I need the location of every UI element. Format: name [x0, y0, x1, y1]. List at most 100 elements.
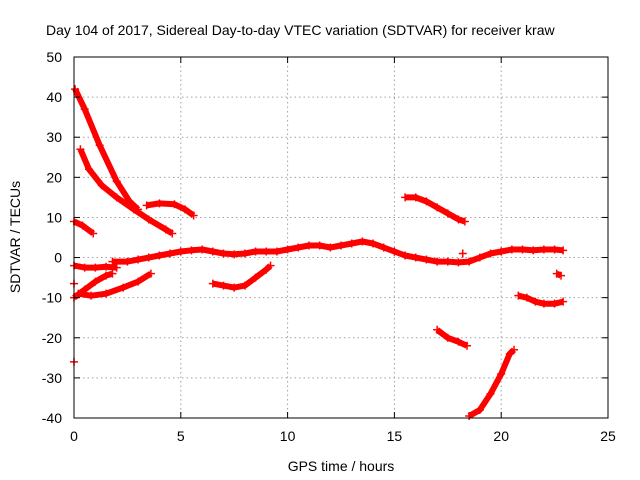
data-point [507, 245, 516, 254]
data-point [97, 181, 106, 190]
y-tick-label: -40 [42, 410, 62, 426]
data-point [87, 291, 96, 300]
data-point [78, 221, 87, 230]
data-point [198, 245, 207, 254]
data-point [155, 251, 164, 260]
series-arc-12 [517, 292, 564, 307]
data-point [80, 263, 89, 272]
data-point [559, 297, 568, 306]
data-point [358, 237, 367, 246]
data-point [208, 247, 217, 256]
data-point [304, 241, 313, 250]
series-arc-8 [212, 263, 273, 291]
data-point [262, 265, 271, 274]
data-point [266, 261, 275, 270]
data-point [91, 277, 100, 286]
y-tick-label: -10 [42, 290, 62, 306]
data-point [74, 289, 83, 298]
y-tick-label: 0 [54, 250, 62, 266]
y-tick-label: 40 [46, 89, 62, 105]
grid [74, 57, 608, 418]
x-tick-label: 0 [70, 428, 78, 444]
axis-ticks [73, 56, 609, 419]
data-point [219, 281, 228, 290]
data-point [401, 193, 410, 202]
data-point [155, 199, 164, 208]
data-point [433, 203, 442, 212]
data-point [102, 271, 111, 280]
data-point [510, 345, 519, 354]
data-point [112, 193, 121, 202]
data-point [80, 105, 89, 114]
data-point [539, 299, 548, 308]
data-point [514, 291, 523, 300]
x-tick-label: 20 [493, 428, 509, 444]
y-axis-label: SDTVAR / TECUs [7, 181, 23, 293]
y-tick-label: 50 [46, 49, 62, 65]
data-point [112, 177, 121, 186]
data-point [379, 243, 388, 252]
data-point [411, 253, 420, 262]
isolated-data-point [458, 249, 467, 258]
data-point [422, 255, 431, 264]
data-point [539, 245, 548, 254]
y-tick-label: -20 [42, 330, 62, 346]
series-arc-2 [77, 148, 174, 237]
data-point [91, 263, 100, 272]
data-point [119, 283, 128, 292]
data-point [559, 246, 568, 255]
data-point [550, 245, 559, 254]
y-tick-label: 30 [46, 129, 62, 145]
data-point [497, 247, 506, 256]
data-point [486, 249, 495, 258]
data-point [262, 247, 271, 256]
data-point [251, 273, 260, 282]
data-point [144, 215, 153, 224]
data-point [497, 369, 506, 378]
data-point [240, 281, 249, 290]
data-point [230, 250, 239, 259]
data-point [71, 85, 80, 94]
data-point [142, 201, 151, 210]
data-point [522, 293, 531, 302]
data-point [134, 255, 143, 264]
data-point [390, 247, 399, 256]
data-point [475, 253, 484, 262]
data-point [129, 205, 138, 214]
x-tick-label: 15 [387, 428, 403, 444]
data-point [170, 200, 179, 209]
data-point [411, 193, 420, 202]
data-point [294, 243, 303, 252]
data-point [251, 247, 260, 256]
data-point [518, 245, 527, 254]
data-point [76, 145, 85, 154]
data-point [465, 411, 474, 420]
data-point [401, 251, 410, 260]
data-point [168, 229, 177, 238]
plot-frame [73, 56, 609, 419]
data-point [369, 239, 378, 248]
chart-title: Day 104 of 2017, Sidereal Day-to-day VTE… [46, 22, 555, 38]
data-point [112, 263, 121, 272]
data-point [89, 229, 98, 238]
data-point [454, 337, 463, 346]
data-point [187, 246, 196, 255]
data-point [443, 257, 452, 266]
data-point [443, 333, 452, 342]
data-point [208, 279, 217, 288]
data-point [505, 349, 514, 358]
data-point [433, 257, 442, 266]
data-point [531, 297, 540, 306]
data-point [315, 241, 324, 250]
series-arc-10 [435, 327, 469, 349]
data-point [529, 246, 538, 255]
data-point [240, 249, 249, 258]
data-point [189, 211, 198, 220]
tick-labels: 0 5 10 15 20 25 50 40 30 20 10 0 -10 -20 -30 -40 [42, 49, 616, 444]
data-point [102, 262, 111, 271]
data-point [176, 247, 185, 256]
data-point [181, 205, 190, 214]
data-point [95, 141, 104, 150]
data-point [166, 249, 175, 258]
